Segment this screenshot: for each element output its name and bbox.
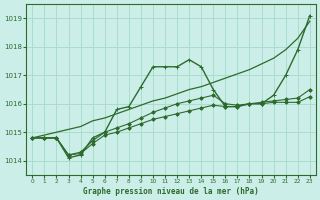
X-axis label: Graphe pression niveau de la mer (hPa): Graphe pression niveau de la mer (hPa): [83, 187, 259, 196]
